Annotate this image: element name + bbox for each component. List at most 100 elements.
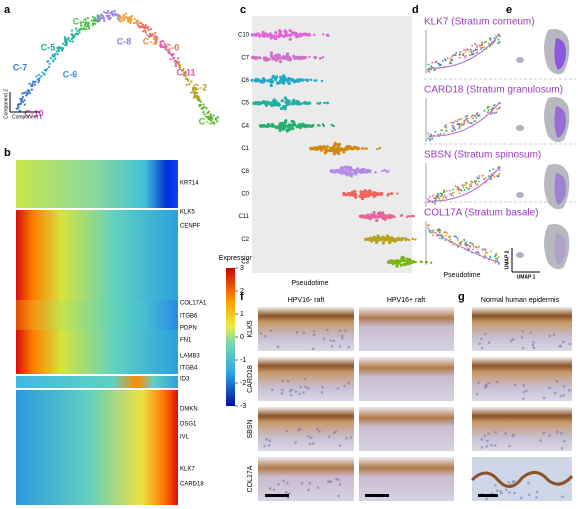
nucleus	[322, 337, 326, 341]
cell-point	[496, 175, 499, 178]
cell-point	[467, 119, 469, 122]
cell-point	[292, 98, 296, 103]
cell-point	[431, 137, 434, 140]
cell-point	[86, 22, 89, 25]
heatmap	[16, 160, 178, 505]
cell-point	[330, 147, 335, 152]
cell-point	[164, 48, 167, 51]
colorbar-title: Expression	[219, 255, 254, 262]
cell-point	[76, 29, 79, 33]
cell-point	[387, 215, 391, 220]
cell-point	[293, 123, 297, 127]
cell-point	[80, 24, 83, 27]
cell-point	[497, 263, 500, 265]
nucleus	[562, 394, 566, 397]
cell-point	[427, 68, 429, 71]
cell-point	[493, 104, 496, 106]
cell-point	[448, 189, 451, 192]
nucleus	[487, 432, 490, 435]
cell-point	[269, 78, 273, 82]
cell-point	[466, 114, 469, 117]
nucleus	[311, 442, 315, 445]
cell-point	[303, 32, 306, 36]
cell-point	[75, 32, 78, 35]
cell-point	[427, 132, 430, 135]
umap-highlight	[554, 38, 566, 70]
nucleus	[559, 432, 563, 435]
cell-point	[106, 11, 109, 14]
cell-point	[411, 237, 414, 241]
cell-point	[429, 139, 432, 142]
cell-point	[182, 74, 185, 77]
cell-point	[94, 22, 97, 26]
cell-point	[301, 33, 304, 36]
nucleus	[268, 439, 271, 443]
cell-point	[71, 40, 74, 43]
cell-point	[96, 18, 99, 21]
cell-point	[295, 125, 299, 129]
cell-point	[449, 235, 452, 237]
cell-point	[121, 19, 124, 22]
cell-point	[336, 146, 340, 150]
cell-point	[318, 124, 321, 127]
cell-point	[453, 191, 455, 194]
row-label: C0	[241, 191, 249, 197]
cell-point	[136, 23, 139, 26]
cell-point	[306, 79, 309, 83]
cell-point	[457, 187, 460, 189]
cell-point	[471, 242, 473, 245]
cell-point	[200, 107, 203, 110]
cell-point	[24, 91, 27, 94]
cell-point	[374, 191, 377, 194]
cell-point	[274, 57, 278, 61]
cell-point	[470, 122, 473, 125]
cell-point	[373, 236, 377, 240]
cell-point	[56, 53, 59, 56]
cell-point	[279, 75, 283, 79]
cell-point	[275, 81, 280, 85]
nucleus	[297, 428, 300, 432]
axis-label: Pseudotime	[292, 280, 329, 287]
cell-point	[57, 48, 60, 51]
cell-point	[481, 249, 484, 252]
cell-point	[19, 102, 23, 105]
scale-bar	[265, 494, 289, 497]
cell-point	[458, 127, 461, 130]
cell-point	[215, 117, 218, 120]
cell-point	[82, 27, 85, 30]
nucleus	[309, 436, 313, 439]
nucleus	[525, 389, 528, 393]
cell-point	[481, 41, 484, 44]
cell-point	[264, 34, 268, 38]
nucleus	[330, 344, 334, 348]
nucleus	[483, 385, 487, 389]
cell-point	[102, 16, 105, 19]
cell-point	[496, 257, 499, 260]
row-label: C1	[241, 146, 249, 152]
cell-point	[358, 194, 362, 198]
cell-point	[285, 129, 289, 133]
cluster-label: C-1	[143, 36, 158, 46]
cell-point	[87, 21, 90, 24]
trend-line	[427, 166, 501, 202]
cell-point	[475, 180, 478, 183]
cell-point	[53, 52, 56, 56]
micrographs: KLK5 CARD18 SBSN COL17A	[247, 307, 454, 501]
cell-point	[293, 32, 297, 37]
cell-point	[321, 56, 325, 59]
cluster-label: C-2	[193, 82, 208, 92]
cell-point	[296, 102, 300, 106]
gene-label: KLK7	[180, 467, 195, 473]
cell-point	[311, 123, 315, 127]
cell-point	[445, 234, 447, 237]
cell-point	[70, 29, 74, 32]
cell-point	[169, 53, 172, 56]
cell-point	[446, 57, 449, 60]
cell-point	[462, 52, 465, 55]
cell-point	[85, 28, 88, 31]
nucleus	[284, 491, 288, 494]
cell-point	[465, 181, 468, 184]
cell-point	[290, 102, 295, 106]
cell-point	[464, 119, 467, 121]
gene-label: COL17A1	[180, 301, 207, 307]
